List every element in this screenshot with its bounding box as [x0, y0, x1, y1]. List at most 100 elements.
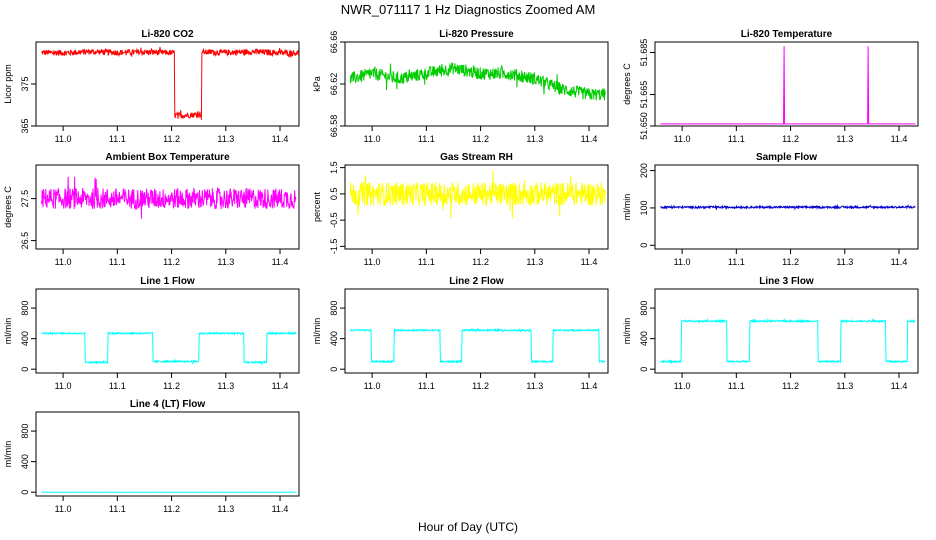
x-tick-label: 11.1 — [728, 257, 745, 267]
panel-title: Sample Flow — [756, 152, 817, 163]
y-tick-label: 375 — [20, 76, 30, 91]
y-axis-label: ml/min — [3, 318, 13, 345]
x-tick-label: 11.0 — [364, 257, 381, 267]
y-tick-label: 800 — [329, 301, 339, 316]
panel-title: Li-820 Pressure — [439, 29, 514, 40]
plot-frame — [35, 164, 300, 250]
x-tick-label: 11.4 — [581, 257, 598, 267]
x-tick-label: 11.4 — [891, 134, 908, 144]
x-tick-label: 11.2 — [163, 381, 180, 391]
x-tick-label: 11.3 — [836, 381, 853, 391]
x-tick-label: 11.3 — [217, 134, 234, 144]
x-tick-label: 11.0 — [674, 134, 691, 144]
y-tick-label: 66.62 — [329, 73, 339, 96]
series-line — [659, 317, 916, 365]
x-tick-label: 11.3 — [836, 134, 853, 144]
x-tick-label: 11.3 — [526, 381, 543, 391]
y-tick-label: 1.5 — [329, 161, 339, 174]
x-tick-label: 11.0 — [674, 257, 691, 267]
x-tick-label: 11.1 — [109, 504, 126, 514]
series-line — [350, 327, 606, 364]
y-tick-label: 66.58 — [329, 115, 339, 138]
x-tick-label: 11.1 — [418, 381, 435, 391]
y-tick-label: 365 — [20, 118, 30, 133]
y-axis-label: ml/min — [3, 441, 13, 468]
x-tick-label: 11.0 — [364, 381, 381, 391]
panel-4: Ambient Box Temperature 11.0 11.1 11.2 11.3 1… — [3, 152, 300, 267]
plot-frame — [344, 288, 609, 374]
panel-title: Gas Stream RH — [440, 152, 513, 163]
x-tick-label: 11.4 — [581, 381, 598, 391]
panel-2: Li-820 Pressure 11.0 11.1 11.2 11.3 11.4 66.58… — [312, 29, 609, 144]
plot-frame — [344, 164, 609, 250]
x-tick-label: 11.1 — [109, 134, 126, 144]
x-tick-label: 11.0 — [364, 134, 381, 144]
x-tick-label: 11.0 — [55, 504, 72, 514]
x-tick-label: 11.2 — [782, 257, 799, 267]
panel-7: Line 1 Flow 11.0 11.1 11.2 11.3 11.4 0 400 800 ml… — [3, 276, 300, 391]
y-tick-label: 0 — [639, 243, 649, 248]
panel-10: Line 4 (LT) Flow 11.0 11.1 11.2 11.3 11.4 0 400… — [3, 399, 300, 514]
panel-title: Li-820 Temperature — [741, 29, 833, 40]
plot-frame — [654, 288, 919, 374]
series-line — [41, 330, 297, 366]
panel-title: Line 2 Flow — [449, 276, 504, 287]
x-tick-label: 11.3 — [526, 257, 543, 267]
panel-1: Li-820 CO2 11.0 11.1 11.2 11.3 11.4 365 375 Lico… — [3, 29, 300, 144]
x-tick-label: 11.4 — [272, 134, 289, 144]
series-line — [349, 170, 606, 219]
series-line — [349, 62, 606, 101]
y-tick-label: 100 — [639, 200, 649, 215]
panel-title: Line 4 (LT) Flow — [130, 399, 206, 410]
y-axis-label: ml/min — [312, 318, 322, 345]
y-tick-label: 26.5 — [20, 232, 30, 250]
x-tick-label: 11.4 — [581, 134, 598, 144]
y-tick-label: 27.5 — [20, 190, 30, 208]
panel-title: Line 3 Flow — [759, 276, 814, 287]
x-tick-label: 11.3 — [217, 381, 234, 391]
series-line — [660, 203, 916, 211]
y-tick-label: -1.5 — [329, 239, 339, 255]
y-tick-label: 400 — [329, 331, 339, 346]
x-tick-label: 11.0 — [55, 381, 72, 391]
x-tick-label: 11.3 — [526, 134, 543, 144]
x-tick-label: 11.2 — [782, 381, 799, 391]
y-tick-label: 400 — [639, 331, 649, 346]
x-tick-label: 11.2 — [472, 257, 489, 267]
panel-6: Sample Flow 11.0 11.1 11.2 11.3 11.4 0 100 200 ml… — [622, 152, 919, 267]
y-tick-label: 51.650 — [639, 112, 649, 140]
y-tick-label: 800 — [639, 301, 649, 316]
y-tick-label: 0 — [20, 490, 30, 495]
panel-title: Ambient Box Temperature — [105, 152, 230, 163]
y-tick-label: 0 — [329, 367, 339, 372]
y-tick-label: 51.665 — [639, 81, 649, 109]
series-line — [660, 46, 916, 125]
panel-8: Line 2 Flow 11.0 11.1 11.2 11.3 11.4 0 400 800 ml… — [312, 276, 609, 391]
panel-9: Line 3 Flow 11.0 11.1 11.2 11.3 11.4 0 400 800 ml… — [622, 276, 919, 391]
x-tick-label: 11.3 — [836, 257, 853, 267]
y-axis-label: ml/min — [622, 318, 632, 345]
y-tick-label: 200 — [639, 163, 649, 178]
panel-5: Gas Stream RH 11.0 11.1 11.2 11.3 11.4 -1.5 -0.… — [312, 152, 609, 267]
y-tick-label: 66.66 — [329, 31, 339, 54]
y-axis-label: Licor ppm — [3, 64, 13, 104]
figure-title: NWR_071117 1 Hz Diagnostics Zoomed AM — [341, 2, 596, 17]
y-axis-label: degrees C — [3, 186, 13, 228]
y-axis-label: kPa — [312, 76, 322, 92]
series-line — [40, 176, 297, 219]
y-axis-label: percent — [312, 191, 322, 222]
x-tick-label: 11.4 — [891, 381, 908, 391]
x-tick-label: 11.1 — [109, 381, 126, 391]
x-tick-label: 11.2 — [472, 134, 489, 144]
x-tick-label: 11.2 — [163, 257, 180, 267]
y-tick-label: 0.5 — [329, 188, 339, 201]
x-tick-label: 11.4 — [891, 257, 908, 267]
plot-frame — [35, 288, 300, 374]
x-tick-label: 11.1 — [109, 257, 126, 267]
x-tick-label: 11.0 — [55, 257, 72, 267]
panel-grid: Li-820 CO2 11.0 11.1 11.2 11.3 11.4 365 375 Lico… — [3, 29, 919, 514]
x-tick-label: 11.2 — [163, 504, 180, 514]
x-tick-label: 11.3 — [217, 257, 234, 267]
y-axis-label: degrees C — [622, 63, 632, 105]
x-tick-label: 11.0 — [55, 134, 72, 144]
